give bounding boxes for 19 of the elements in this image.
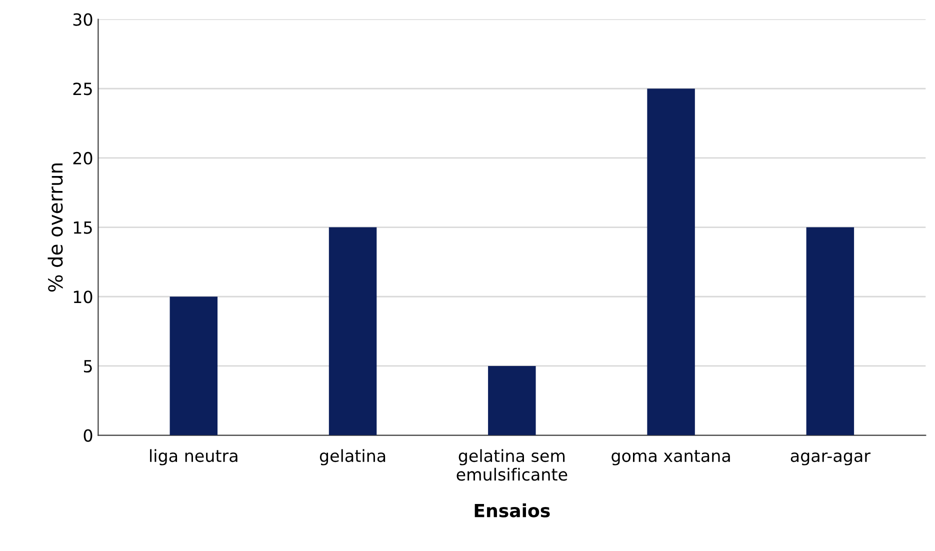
bar (328, 227, 377, 436)
x-axis-title: Ensaios (474, 503, 550, 518)
y-tick-label: 15 (74, 221, 92, 234)
bar (488, 366, 536, 436)
x-tick-label: gelatina (320, 449, 386, 466)
y-tick-label: 25 (73, 82, 92, 96)
bar (170, 296, 218, 436)
x-tick-label: gelatina sem emulsificante (456, 449, 568, 481)
y-tick-label: 10 (74, 290, 92, 304)
x-tick-label: goma xantana (612, 450, 730, 466)
bar (806, 227, 854, 436)
y-tick-label: 0 (84, 429, 92, 442)
y-tick-label: 20 (73, 152, 92, 165)
y-axis-title: % de overrun (48, 164, 63, 292)
y-tick-label: 5 (84, 360, 92, 373)
bar (647, 88, 695, 436)
x-tick-label: agar-agar (790, 452, 871, 466)
x-tick-label: liga neutra (150, 449, 238, 466)
y-tick-label: 30 (73, 13, 92, 26)
